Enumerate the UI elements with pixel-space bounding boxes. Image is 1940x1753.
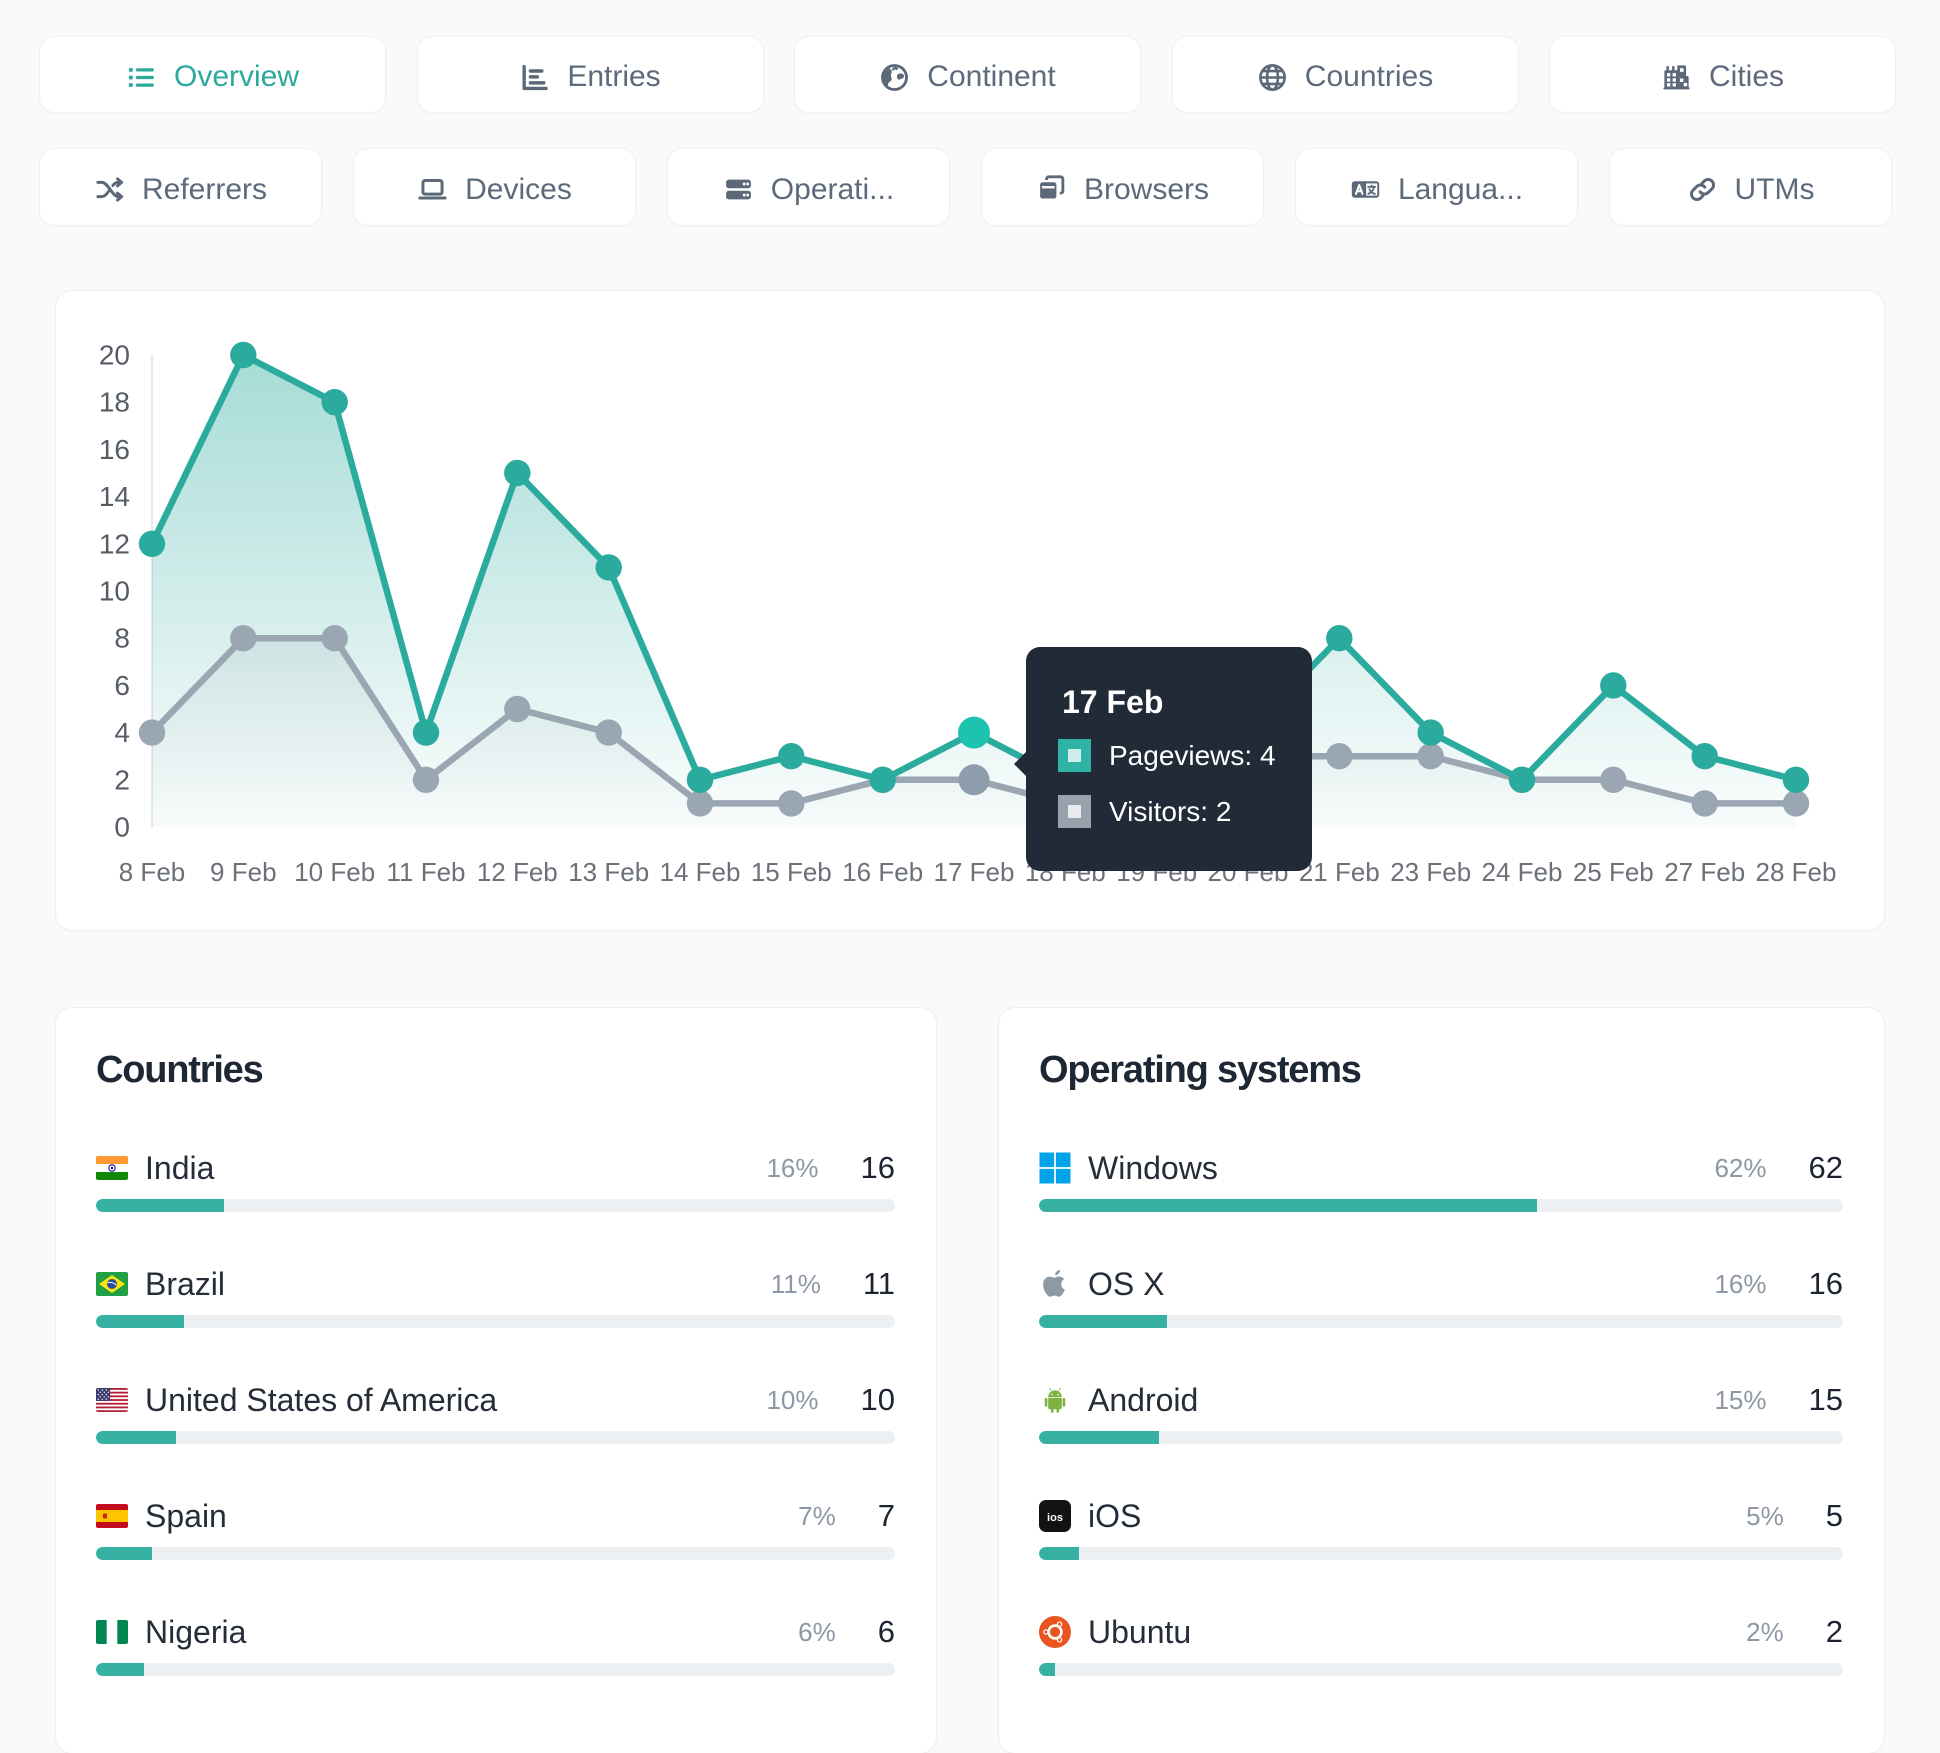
svg-text:15 Feb: 15 Feb <box>751 857 832 887</box>
svg-text:14: 14 <box>99 481 130 512</box>
svg-text:6: 6 <box>114 670 130 701</box>
svg-text:24 Feb: 24 Feb <box>1482 857 1563 887</box>
svg-text:17 Feb: 17 Feb <box>934 857 1015 887</box>
svg-text:9 Feb: 9 Feb <box>210 857 276 887</box>
svg-text:20: 20 <box>99 340 130 371</box>
svg-text:4: 4 <box>114 717 130 748</box>
svg-text:0: 0 <box>114 812 130 843</box>
svg-text:21 Feb: 21 Feb <box>1299 857 1380 887</box>
svg-text:10: 10 <box>99 576 130 607</box>
svg-text:23 Feb: 23 Feb <box>1390 857 1471 887</box>
svg-text:18: 18 <box>99 387 130 418</box>
svg-text:8: 8 <box>114 623 130 654</box>
svg-text:28 Feb: 28 Feb <box>1756 857 1837 887</box>
svg-text:25 Feb: 25 Feb <box>1573 857 1654 887</box>
svg-text:12: 12 <box>99 528 130 559</box>
svg-text:12 Feb: 12 Feb <box>477 857 558 887</box>
svg-text:11 Feb: 11 Feb <box>386 857 465 887</box>
svg-text:27 Feb: 27 Feb <box>1664 857 1745 887</box>
svg-text:ios: ios <box>1047 1512 1063 1524</box>
svg-text:16: 16 <box>99 434 130 465</box>
svg-text:2: 2 <box>114 764 130 795</box>
svg-text:13 Feb: 13 Feb <box>568 857 649 887</box>
svg-text:10 Feb: 10 Feb <box>294 857 375 887</box>
svg-text:16 Feb: 16 Feb <box>842 857 923 887</box>
svg-text:14 Feb: 14 Feb <box>660 857 741 887</box>
svg-text:8 Feb: 8 Feb <box>119 857 186 887</box>
